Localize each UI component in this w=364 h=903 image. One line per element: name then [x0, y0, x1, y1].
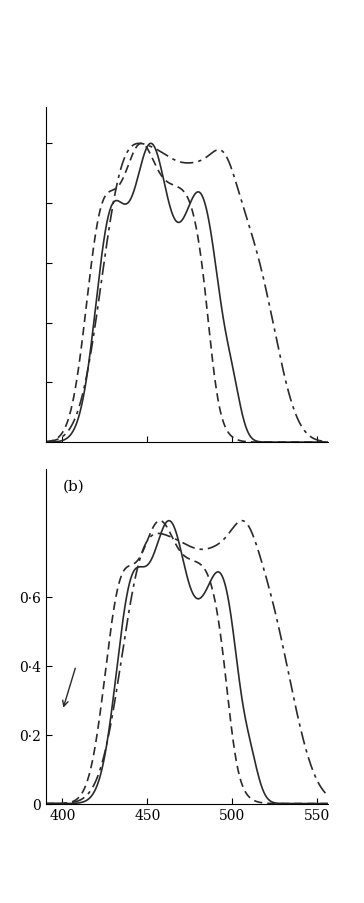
- Text: (b): (b): [63, 479, 84, 493]
